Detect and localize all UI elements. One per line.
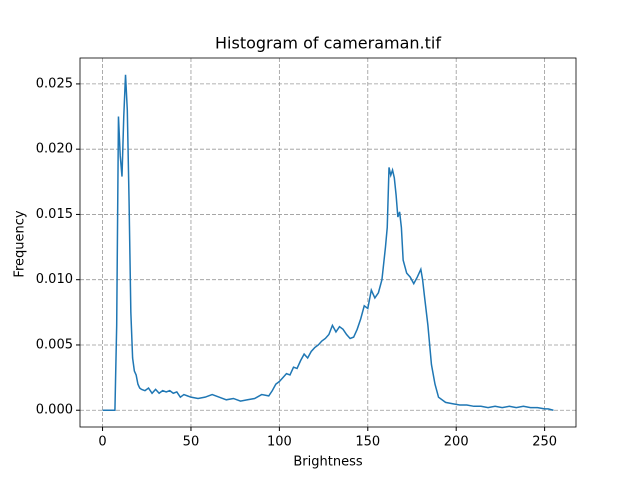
x-tick-label: 50 (183, 435, 200, 450)
data-line (102, 74, 554, 411)
y-tick-label: 0.005 (36, 337, 73, 352)
x-tick-label: 250 (532, 435, 557, 450)
plot-frame (79, 57, 577, 428)
y-tick-label: 0.000 (36, 403, 73, 418)
x-tick-label: 100 (267, 435, 292, 450)
y-tick-label: 0.010 (36, 272, 73, 287)
y-axis-label: Frequency (13, 210, 28, 277)
y-tick-label: 0.020 (36, 142, 73, 157)
x-axis-label: Brightness (293, 455, 362, 470)
x-tick-label: 0 (98, 435, 106, 450)
x-tick-label: 150 (355, 435, 380, 450)
x-tick-label: 200 (444, 435, 469, 450)
chart-title: Histogram of cameraman.tif (215, 34, 441, 53)
y-tick-label: 0.015 (36, 207, 73, 222)
y-tick-label: 0.025 (36, 76, 73, 91)
